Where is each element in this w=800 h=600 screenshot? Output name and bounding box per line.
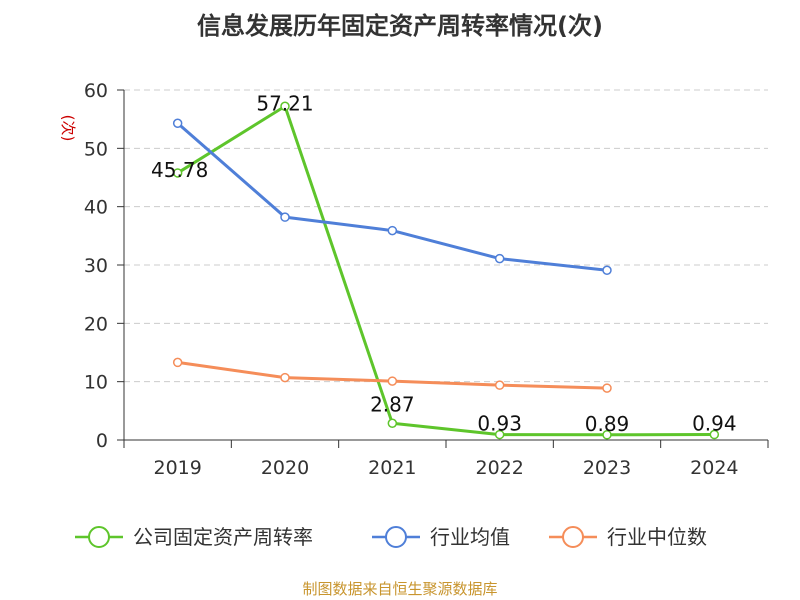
legend-label: 公司固定资产周转率 — [133, 525, 313, 549]
y-tick-label: 0 — [96, 430, 108, 452]
x-tick-label: 2024 — [690, 457, 738, 479]
data-labels: 45.78 57.21 2.87 0.93 0.89 0.94 — [151, 91, 737, 436]
y-axis-label: (次) — [59, 115, 77, 142]
y-tick-label: 40 — [84, 197, 108, 219]
data-point — [172, 168, 183, 178]
y-tick-label: 10 — [84, 372, 108, 394]
data-point — [602, 383, 612, 393]
data-point — [494, 429, 505, 440]
grid-lines — [124, 89, 768, 383]
y-tick-label: 60 — [84, 80, 108, 102]
x-tick-label: 2019 — [153, 457, 201, 479]
y-tick-label: 30 — [84, 255, 108, 277]
data-point — [602, 430, 612, 440]
data-source-note: 制图数据来自恒生聚源数据库 — [302, 580, 498, 598]
x-tick-label: 2023 — [583, 457, 631, 479]
data-point — [387, 225, 398, 236]
data-label: 45.78 — [151, 158, 208, 182]
series-lines — [172, 101, 720, 440]
data-point — [280, 372, 290, 383]
x-tick-label: 2021 — [368, 457, 416, 479]
y-tick-label: 50 — [84, 138, 108, 160]
series-line-1 — [176, 122, 608, 272]
data-point — [494, 380, 505, 390]
x-tick-label: 2022 — [475, 457, 523, 479]
x-tick-label: 2020 — [261, 457, 309, 479]
chart-title: 信息发展历年固定资产周转率情况(次) — [197, 12, 603, 40]
data-point — [280, 212, 290, 222]
data-point — [494, 253, 505, 264]
data-label: 57.21 — [256, 91, 313, 115]
data-label: 2.87 — [370, 392, 415, 416]
axes: 0 10 20 30 40 50 60 (次) 2019 2020 2021 2022 2023 2024 — [59, 80, 769, 479]
legend: 公司固定资产周转率 行业均值 行业中位数 — [75, 525, 707, 549]
data-point — [172, 357, 183, 368]
data-label: 0.93 — [477, 412, 522, 436]
data-label: 0.89 — [585, 412, 630, 436]
legend-label: 行业均值 — [430, 525, 510, 549]
y-tick-label: 20 — [84, 313, 108, 335]
data-point — [280, 101, 290, 112]
legend-marker — [562, 526, 584, 548]
data-point — [709, 429, 720, 440]
legend-label: 行业中位数 — [607, 525, 707, 549]
data-label: 0.94 — [692, 412, 737, 436]
data-point — [602, 265, 612, 275]
data-point — [172, 118, 183, 128]
data-point — [387, 376, 398, 386]
data-point — [387, 418, 398, 429]
legend-marker — [385, 526, 407, 548]
legend-marker — [88, 526, 110, 548]
series-line-0 — [176, 104, 715, 437]
